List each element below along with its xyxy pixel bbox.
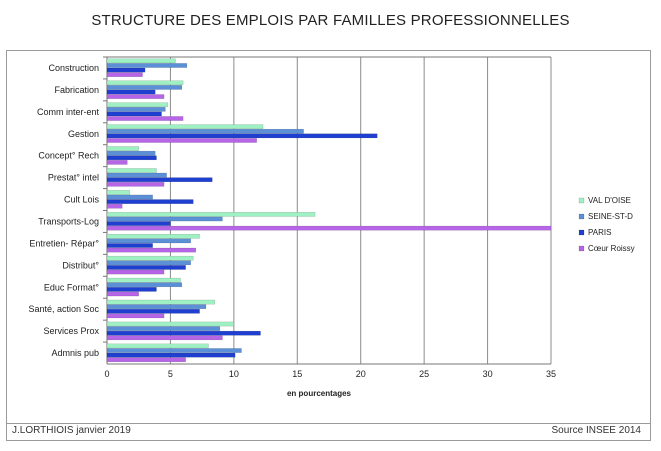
bar-paris bbox=[106, 177, 213, 183]
bar-seine-st-d bbox=[106, 172, 167, 178]
bar-val-d-oise bbox=[106, 190, 131, 195]
bar-c-ur-roissy bbox=[106, 291, 139, 297]
bar-seine-st-d bbox=[106, 150, 156, 156]
tick-labels: 0 5 10 15 20 25 30 35 bbox=[104, 369, 556, 379]
bar-paris bbox=[106, 133, 378, 139]
category-label: Cult Lois bbox=[64, 195, 100, 205]
bar-paris bbox=[106, 287, 157, 292]
x-tick-label: 25 bbox=[419, 369, 429, 379]
bar-paris bbox=[106, 352, 236, 358]
bar-val-d-oise bbox=[106, 343, 209, 349]
legend-label: PARIS bbox=[588, 228, 611, 237]
legend-label: VAL D'OISE bbox=[588, 196, 631, 205]
category-label: Fabrication bbox=[54, 85, 99, 95]
legend-swatch bbox=[578, 197, 585, 204]
bar-c-ur-roissy bbox=[106, 203, 123, 209]
bar-c-ur-roissy bbox=[106, 72, 143, 77]
bar-val-d-oise bbox=[106, 212, 316, 217]
bar-paris bbox=[106, 308, 200, 314]
x-tick-label: 0 bbox=[104, 369, 109, 379]
bar-c-ur-roissy bbox=[106, 225, 552, 231]
bar-val-d-oise bbox=[106, 277, 181, 283]
bar-seine-st-d bbox=[106, 63, 188, 68]
legend-label: Cœur Roissy bbox=[588, 244, 635, 253]
category-label: Concept° Rech bbox=[38, 151, 99, 161]
x-tick-label: 15 bbox=[292, 369, 302, 379]
bar-val-d-oise bbox=[106, 146, 139, 151]
bar-paris bbox=[106, 155, 157, 161]
category-label: Santé, action Soc bbox=[28, 304, 99, 314]
bar-c-ur-roissy bbox=[106, 138, 257, 143]
category-label: Comm inter-ent bbox=[37, 107, 100, 117]
category-label: Transports-Log bbox=[38, 216, 99, 226]
category-label: Distribut° bbox=[62, 260, 99, 270]
legend-swatch bbox=[578, 245, 585, 252]
legend-swatch bbox=[578, 213, 585, 220]
footer-box bbox=[6, 422, 651, 441]
bar-seine-st-d bbox=[106, 107, 166, 112]
x-tick-label: 10 bbox=[229, 369, 239, 379]
bar-c-ur-roissy bbox=[106, 247, 197, 253]
source-credit: Source INSEE 2014 bbox=[551, 425, 642, 436]
bar-seine-st-d bbox=[106, 85, 183, 90]
bar-val-d-oise bbox=[106, 102, 169, 108]
author-credit: J.LORTHIOIS janvier 2019 bbox=[12, 425, 131, 436]
x-tick-label: 20 bbox=[356, 369, 366, 379]
x-tick-label: 5 bbox=[168, 369, 173, 379]
bar-layer bbox=[106, 58, 552, 363]
bar-seine-st-d bbox=[106, 128, 304, 134]
category-label: Gestion bbox=[68, 129, 99, 139]
bar-val-d-oise bbox=[106, 80, 184, 86]
category-label: Construction bbox=[48, 63, 99, 73]
bar-paris bbox=[106, 330, 261, 336]
x-tick-label: 30 bbox=[483, 369, 493, 379]
bar-c-ur-roissy bbox=[106, 116, 184, 121]
bar-seine-st-d bbox=[106, 238, 191, 244]
chart-title: STRUCTURE DES EMPLOIS PAR FAMILLES PROFE… bbox=[91, 12, 570, 29]
bar-seine-st-d bbox=[106, 216, 223, 222]
bar-seine-st-d bbox=[106, 260, 191, 266]
bar-val-d-oise bbox=[106, 321, 235, 327]
chart-svg: Construction Fabrication Comm inter-ent Ges… bbox=[28, 56, 635, 398]
category-labels: Construction Fabrication Comm inter-ent Ges… bbox=[28, 56, 107, 358]
bar-c-ur-roissy bbox=[106, 160, 128, 165]
category-label: Entretien- Répar° bbox=[29, 238, 99, 248]
bar-paris bbox=[106, 67, 146, 73]
bar-val-d-oise bbox=[106, 168, 157, 173]
bar-seine-st-d bbox=[106, 304, 207, 309]
category-label: Prestat° intel bbox=[48, 173, 99, 183]
bar-val-d-oise bbox=[106, 124, 264, 129]
category-label: Educ Format° bbox=[44, 282, 100, 292]
bar-paris bbox=[106, 221, 171, 226]
bar-seine-st-d bbox=[106, 348, 242, 353]
bar-val-d-oise bbox=[106, 255, 194, 261]
bar-c-ur-roissy bbox=[106, 182, 165, 187]
bar-c-ur-roissy bbox=[106, 357, 186, 363]
bar-seine-st-d bbox=[106, 282, 183, 288]
bar-paris bbox=[106, 265, 186, 270]
x-tick-label: 35 bbox=[546, 369, 556, 379]
bar-paris bbox=[106, 199, 194, 204]
bar-seine-st-d bbox=[106, 326, 221, 331]
bar-c-ur-roissy bbox=[106, 94, 165, 99]
bar-c-ur-roissy bbox=[106, 335, 223, 341]
category-label: Services Prox bbox=[43, 326, 99, 336]
bar-paris bbox=[106, 243, 153, 248]
plot-area bbox=[107, 57, 551, 364]
bar-paris bbox=[106, 89, 156, 95]
chart-frame: Construction Fabrication Comm inter-ent Ges… bbox=[6, 50, 651, 424]
category-label: Admnis pub bbox=[51, 348, 99, 358]
legend: VAL D'OISE SEINE-ST-D PARIS Cœur Roissy bbox=[578, 196, 635, 253]
bar-val-d-oise bbox=[106, 299, 216, 305]
x-axis-title: en pourcentages bbox=[287, 389, 352, 398]
bar-paris bbox=[106, 111, 162, 117]
legend-label: SEINE-ST-D bbox=[588, 212, 633, 221]
bar-val-d-oise bbox=[106, 58, 176, 64]
bar-c-ur-roissy bbox=[106, 313, 165, 319]
bar-c-ur-roissy bbox=[106, 269, 165, 275]
legend-swatch bbox=[578, 229, 585, 236]
bar-seine-st-d bbox=[106, 194, 153, 200]
bar-val-d-oise bbox=[106, 233, 200, 239]
